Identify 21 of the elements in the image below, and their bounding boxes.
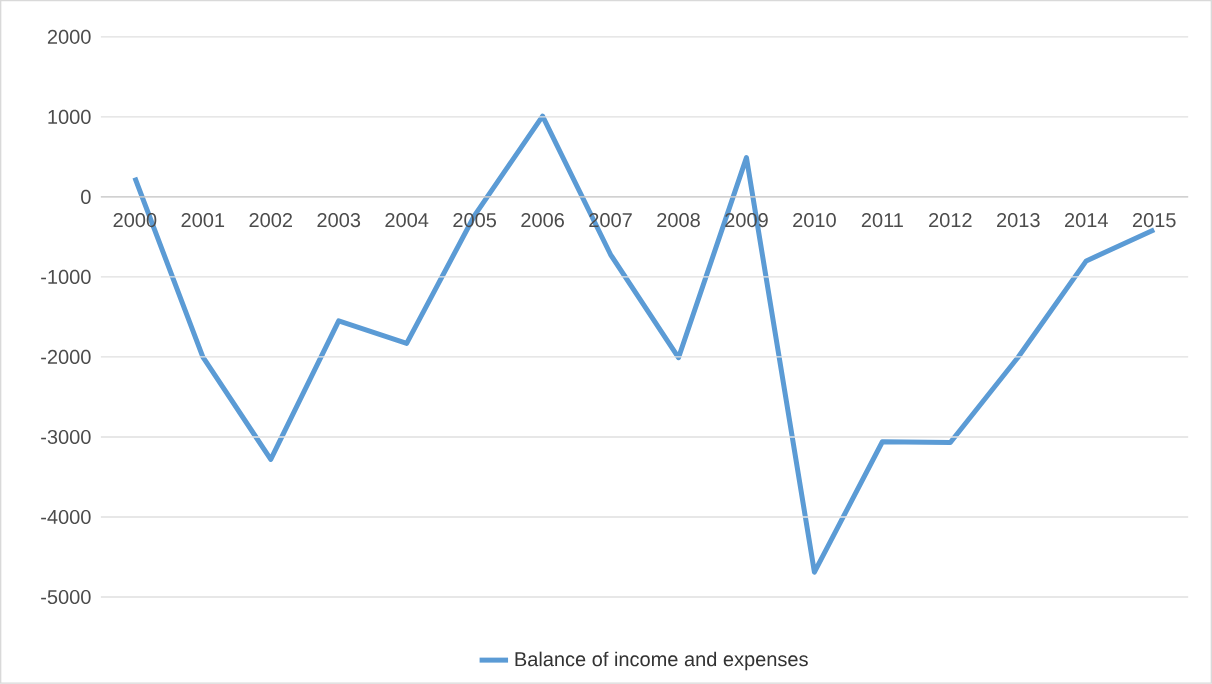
y-tick-label: -1000 (41, 269, 91, 285)
y-tick-label: 0 (81, 189, 91, 205)
legend-label: Balance of income and expenses (515, 651, 808, 671)
x-tick-label: 2006 (521, 213, 564, 228)
x-tick-label: 2011 (861, 213, 903, 228)
y-tick-label: -5000 (41, 589, 91, 605)
y-tick-label: -2000 (41, 349, 91, 365)
x-tick-label: 2002 (249, 213, 292, 228)
y-tick-label: 1000 (48, 109, 91, 124)
x-tick-label: 2010 (793, 213, 836, 228)
x-tick-label: 2003 (317, 213, 361, 228)
x-tick-label: 2014 (1064, 213, 1108, 228)
x-tick-label: 2012 (929, 213, 972, 228)
x-tick-label: 2013 (997, 213, 1040, 228)
x-tick-label: 2001 (181, 213, 225, 228)
y-tick-label: -4000 (41, 509, 91, 525)
x-tick-label: 2015 (1132, 213, 1176, 228)
x-tick-label: 2004 (385, 213, 429, 228)
y-tick-label: -3000 (41, 429, 91, 445)
x-tick-label: 2008 (657, 213, 700, 228)
y-tick-label: 2000 (47, 29, 91, 44)
